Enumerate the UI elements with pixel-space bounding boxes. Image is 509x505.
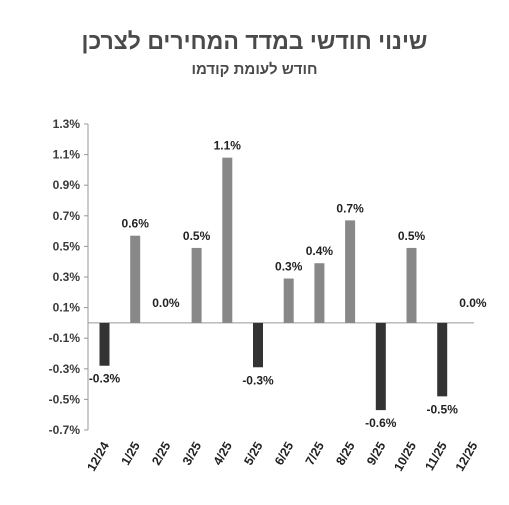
bar — [191, 247, 202, 323]
x-tick-label: 6/25 — [272, 439, 296, 467]
x-tick-label: 7/25 — [303, 439, 327, 467]
bar — [314, 263, 325, 323]
data-label: 0.0% — [152, 296, 180, 310]
y-tick-label: 0.1% — [53, 301, 81, 315]
data-label: 0.5% — [398, 229, 426, 243]
x-tick-label: 4/25 — [211, 439, 235, 467]
bar — [99, 322, 110, 366]
x-axis-labels: 12/24 1/25 2/25 3/25 4/25 5/25 6/25 7/25 8/25 9/2… — [84, 439, 480, 473]
y-tick-label: 0.9% — [53, 178, 81, 192]
data-label: -0.3% — [89, 372, 121, 386]
bar — [130, 235, 141, 323]
bars — [99, 157, 448, 411]
x-tick-label: 9/25 — [364, 439, 388, 467]
bar — [406, 247, 417, 323]
x-tick-label: 3/25 — [180, 439, 204, 467]
data-label: 0.5% — [183, 229, 211, 243]
x-tick-label: 11/25 — [422, 439, 449, 473]
y-tick-label: -0.1% — [49, 331, 81, 345]
y-tick-label: -0.5% — [49, 392, 81, 406]
data-label: -0.5% — [427, 402, 459, 416]
y-tick-label: 0.5% — [53, 239, 81, 253]
y-axis: 1.3% 1.1% 0.9% 0.7% 0.5% 0.3% 0.1% -0.1% -0.3% -0… — [49, 117, 474, 437]
y-tick-label: -0.7% — [49, 423, 81, 437]
bar — [283, 278, 294, 323]
bar — [222, 157, 233, 323]
y-tick-label: 0.3% — [53, 270, 81, 284]
data-label: 0.3% — [275, 260, 303, 274]
y-tick-label: 0.7% — [53, 209, 81, 223]
data-labels: -0.3% 0.6% 0.0% 0.5% 1.1% -0.3% 0.3%0.4% 0.7% -0… — [89, 139, 487, 430]
x-tick-label: 12/25 — [453, 439, 481, 473]
x-tick-label: 1/25 — [119, 439, 143, 467]
x-tick-label: 5/25 — [241, 439, 265, 467]
x-tick-label: 12/24 — [84, 439, 112, 473]
data-label: 0.7% — [336, 201, 364, 215]
data-label: 0.4% — [306, 244, 334, 258]
chart-title: שינוי חודשי במדד המחירים לצרכן — [81, 28, 428, 54]
data-label: -0.3% — [242, 373, 274, 387]
y-tick-label: -0.3% — [49, 362, 81, 376]
y-tick-label: 1.3% — [53, 117, 81, 131]
bar — [437, 322, 448, 397]
x-tick-label: 10/25 — [391, 439, 419, 473]
bar — [345, 220, 356, 323]
x-tick-label: 2/25 — [149, 439, 173, 467]
data-label: 1.1% — [214, 139, 242, 153]
bar — [375, 322, 386, 411]
x-tick-label: 8/25 — [333, 439, 357, 467]
data-label: -0.6% — [365, 416, 397, 430]
bar — [253, 322, 263, 368]
chart-subtitle: חודש לעומת קודמו — [191, 61, 318, 78]
data-label: 0.6% — [122, 217, 150, 231]
data-label: 0.0% — [459, 296, 487, 310]
y-tick-label: 1.1% — [53, 148, 81, 162]
